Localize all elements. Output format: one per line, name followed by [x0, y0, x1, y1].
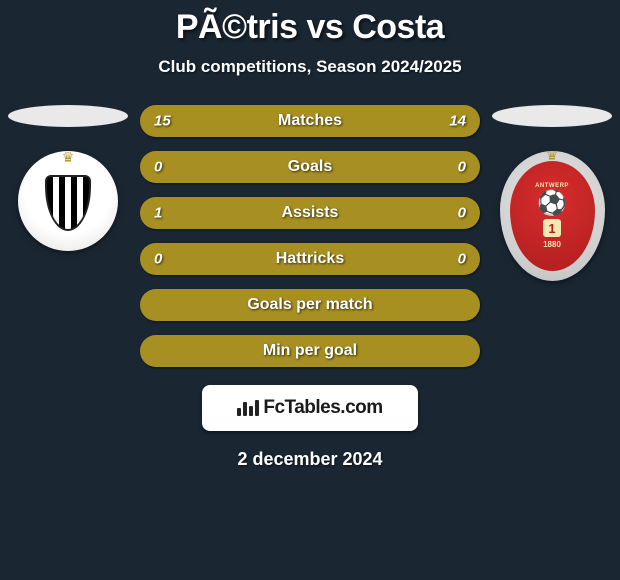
stat-row: Goals per match — [140, 289, 480, 321]
stats-area: ♛ 15 14 Matches 0 0 Goals 1 0 Assists 0 0 Hattricks… — [0, 105, 620, 367]
comparison-card: PÃ©tris vs Costa Club competitions, Seas… — [0, 0, 620, 470]
stat-row: Min per goal — [140, 335, 480, 367]
fctables-label: FcTables.com — [263, 397, 382, 419]
crown-icon: ♛ — [62, 149, 75, 166]
stat-value-right: 0 — [458, 159, 466, 176]
left-accent-ellipse — [8, 105, 128, 127]
right-club-badge: ♛ ANTWERP ⚽ 1 1880 — [500, 151, 605, 281]
page-subtitle: Club competitions, Season 2024/2025 — [158, 57, 461, 77]
stat-value-left: 0 — [154, 251, 162, 268]
shield-icon — [45, 175, 91, 231]
stat-value-right: 0 — [458, 251, 466, 268]
stat-value-right: 0 — [458, 205, 466, 222]
stat-value-left: 15 — [154, 113, 171, 130]
badge-year: 1880 — [543, 240, 561, 249]
stat-row: 1 0 Assists — [140, 197, 480, 229]
stat-label: Goals per match — [247, 296, 372, 314]
logo-bars-icon — [237, 400, 259, 416]
badge-number: 1 — [543, 219, 561, 237]
fctables-logo: FcTables.com — [237, 397, 382, 419]
stat-value-left: 0 — [154, 159, 162, 176]
stat-label: Goals — [288, 158, 332, 176]
stat-value-left: 1 — [154, 205, 162, 222]
stat-label: Hattricks — [276, 250, 344, 268]
right-column: ♛ ANTWERP ⚽ 1 1880 — [492, 105, 612, 281]
stat-label: Min per goal — [263, 342, 357, 360]
left-club-badge: ♛ — [18, 151, 118, 251]
antwerp-inner: ANTWERP ⚽ 1 1880 — [510, 161, 595, 271]
right-accent-ellipse — [492, 105, 612, 127]
fctables-attribution[interactable]: FcTables.com — [202, 385, 418, 431]
page-title: PÃ©tris vs Costa — [176, 8, 444, 47]
stat-value-right: 14 — [449, 113, 466, 130]
stat-label: Matches — [278, 112, 342, 130]
date-label: 2 december 2024 — [237, 449, 382, 470]
stat-bars: 15 14 Matches 0 0 Goals 1 0 Assists 0 0 Hattricks Go… — [140, 105, 480, 367]
stat-row: 0 0 Hattricks — [140, 243, 480, 275]
stat-row-left-fill — [140, 151, 310, 183]
left-column: ♛ — [8, 105, 128, 251]
badge-top-text: ANTWERP — [535, 183, 569, 189]
stat-row: 0 0 Goals — [140, 151, 480, 183]
stat-row: 15 14 Matches — [140, 105, 480, 137]
stat-row-right-fill — [310, 151, 480, 183]
ball-icon: ⚽ — [537, 192, 567, 216]
stat-label: Assists — [282, 204, 339, 222]
